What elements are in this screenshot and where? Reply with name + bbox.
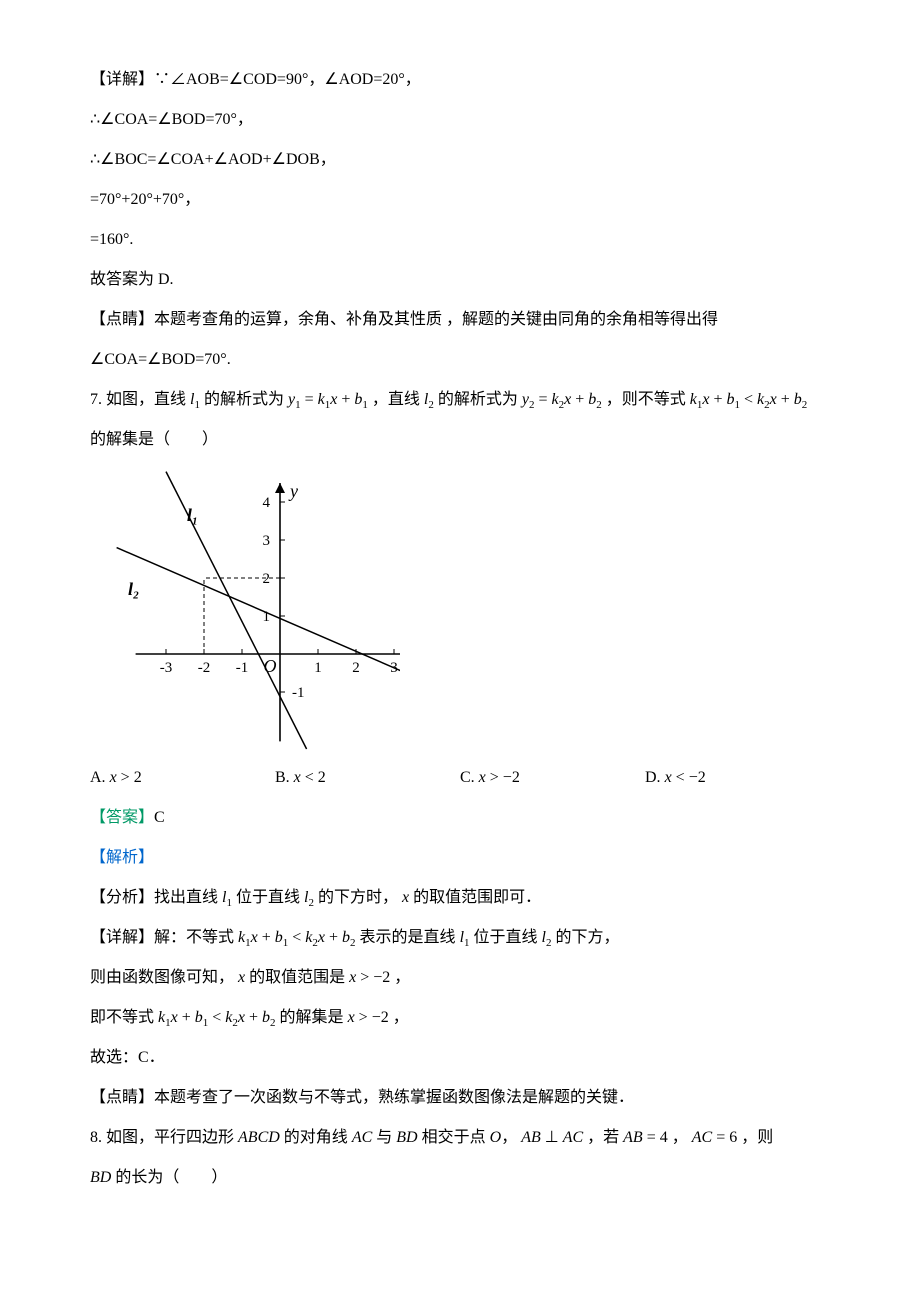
insight-line-2: ∠COA=∠BOD=70°.: [90, 340, 830, 380]
svg-text:4: 4: [263, 495, 271, 511]
svg-text:-1: -1: [236, 660, 249, 676]
detail-line-5: =160°.: [90, 220, 830, 260]
svg-text:3: 3: [263, 533, 271, 549]
option-d: D. x < −2: [645, 758, 830, 798]
q7-detail-4: 故选：C．: [90, 1038, 830, 1078]
question-8: 8. 如图，平行四边形 ABCD 的对角线 AC 与 BD 相交于点 O， AB…: [90, 1118, 830, 1158]
svg-text:l₂: l₂: [128, 579, 139, 599]
detail-line-3: ∴∠BOC=∠COA+∠AOD+∠DOB，: [90, 140, 830, 180]
option-c: C. x > −2: [460, 758, 645, 798]
svg-text:-3: -3: [160, 660, 173, 676]
svg-text:2: 2: [263, 571, 271, 587]
q7-detail-1: 【详解】解：不等式 k1x + b1 < k2x + b2 表示的是直线 l1 …: [90, 918, 830, 958]
q7-options: A. x > 2 B. x < 2 C. x > −2 D. x < −2: [90, 758, 830, 798]
q7-answer: 【答案】C: [90, 798, 830, 838]
option-b: B. x < 2: [275, 758, 460, 798]
svg-text:l₁: l₁: [187, 505, 198, 525]
svg-text:-2: -2: [198, 660, 211, 676]
svg-text:y: y: [288, 481, 298, 501]
document-page: 【详解】∵∠AOB=∠COD=90°，∠AOD=20°， ∴∠COA=∠BOD=…: [0, 0, 920, 1238]
q7-analysis-1: 【分析】找出直线 l1 位于直线 l2 的下方时， x 的取值范围即可．: [90, 878, 830, 918]
detail-line-2: ∴∠COA=∠BOD=70°，: [90, 100, 830, 140]
question-8-line2: BD 的长为（ ）: [90, 1158, 830, 1198]
q7-detail-3: 即不等式 k1x + b1 < k2x + b2 的解集是 x > −2 ，: [90, 998, 830, 1038]
option-a: A. x > 2: [90, 758, 275, 798]
svg-text:O: O: [264, 656, 277, 676]
q7-chart: -3-2-1123-11234Oxyl₁l₂: [90, 464, 400, 754]
detail-line-1: 【详解】∵∠AOB=∠COD=90°，∠AOD=20°，: [90, 60, 830, 100]
question-7-tail: 的解集是（ ）: [90, 420, 830, 460]
detail-line-4: =70°+20°+70°，: [90, 180, 830, 220]
svg-text:1: 1: [314, 660, 322, 676]
question-7: 7. 如图，直线 l1 的解析式为 y1 = k1x + b1 ，直线 l2 的…: [90, 380, 830, 420]
q7-insight: 【点睛】本题考查了一次函数与不等式，熟练掌握函数图像法是解题的关键．: [90, 1078, 830, 1118]
q7-analysis-label: 【解析】: [90, 838, 830, 878]
q7-detail-2: 则由函数图像可知， x 的取值范围是 x > −2 ，: [90, 958, 830, 998]
detail-line-6: 故答案为 D.: [90, 260, 830, 300]
svg-text:2: 2: [352, 660, 360, 676]
insight-line-1: 【点睛】本题考查角的运算，余角、补角及其性质 ，解题的关键由同角的余角相等得出得: [90, 300, 830, 340]
svg-text:-1: -1: [292, 685, 305, 701]
